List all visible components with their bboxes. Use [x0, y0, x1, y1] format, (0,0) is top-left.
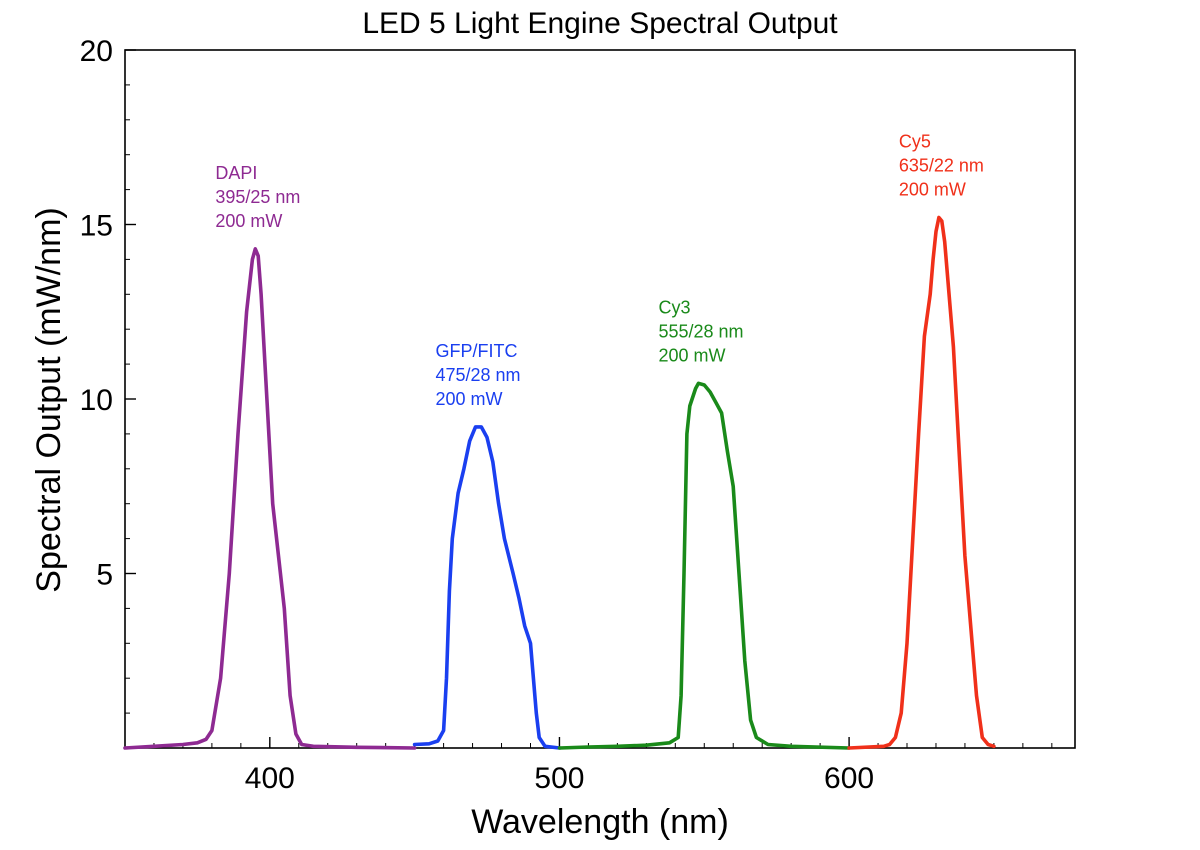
annotation-1: GFP/FITC 475/28 nm 200 mW: [435, 341, 520, 409]
y-tick-label: 15: [80, 210, 113, 243]
x-axis-label: Wavelength (nm): [471, 803, 729, 841]
y-tick-label: 5: [96, 559, 113, 592]
annotation-3: Cy5 635/22 nm 200 mW: [899, 132, 984, 200]
y-axis-label: Spectral Output (mW/nm): [30, 207, 68, 592]
x-tick-label: 500: [534, 762, 584, 795]
annotation-line: Cy5: [899, 132, 931, 152]
annotation-line: GFP/FITC: [435, 341, 517, 361]
annotation-line: 200 mW: [658, 345, 725, 365]
annotation-line: DAPI: [215, 163, 257, 183]
annotation-line: 635/22 nm: [899, 156, 984, 176]
annotation-line: 200 mW: [899, 180, 966, 200]
annotation-line: 475/28 nm: [435, 365, 520, 385]
series-line-3: [847, 215, 996, 750]
annotation-line: 200 mW: [435, 389, 502, 409]
annotation-0: DAPI 395/25 nm 200 mW: [215, 163, 300, 231]
series-line-1: [412, 425, 562, 750]
x-tick-label: 400: [245, 762, 295, 795]
y-tick-label: 20: [80, 35, 113, 68]
annotation-line: Cy3: [658, 297, 690, 317]
annotation-line: 555/28 nm: [658, 321, 743, 341]
x-tick-label: 600: [824, 762, 874, 795]
annotation-2: Cy3 555/28 nm 200 mW: [658, 297, 743, 365]
chart-title: LED 5 Light Engine Spectral Output: [362, 7, 838, 40]
series-line-2: [557, 381, 851, 750]
y-tick-label: 10: [80, 384, 113, 417]
annotation-line: 200 mW: [215, 211, 282, 231]
series-line-0: [123, 247, 417, 750]
annotation-line: 395/25 nm: [215, 187, 300, 207]
